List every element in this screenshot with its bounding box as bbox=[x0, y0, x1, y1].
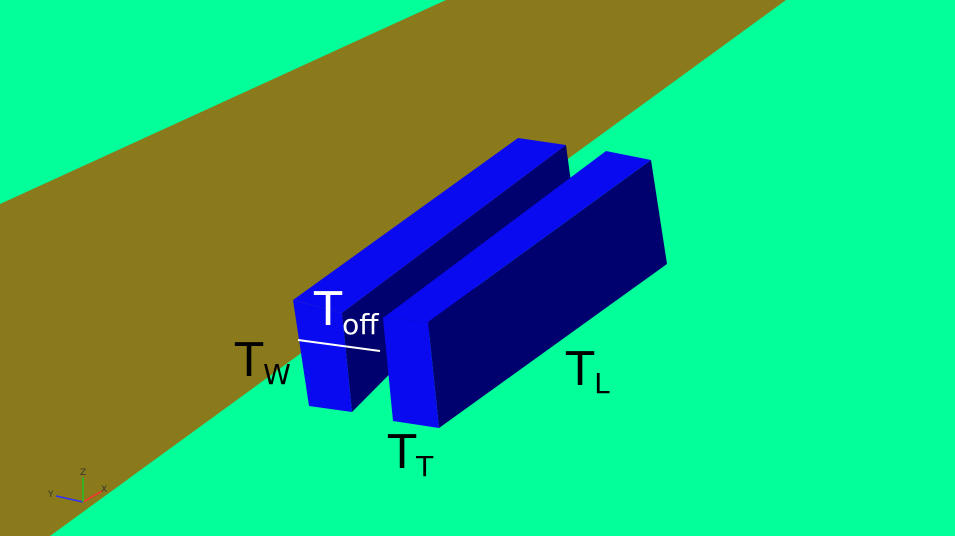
z-axis-label: Z bbox=[80, 468, 86, 478]
length-label: TL bbox=[565, 342, 610, 400]
axis-triad: X Y Z bbox=[47, 468, 107, 503]
y-axis-line bbox=[55, 495, 84, 503]
length-label-main: T bbox=[565, 342, 595, 396]
left-block-top-face bbox=[293, 138, 566, 313]
left-block-front-face bbox=[293, 300, 352, 412]
thickness-label: TT bbox=[387, 425, 434, 483]
width-label-sub: W bbox=[263, 358, 291, 391]
thickness-label-sub: T bbox=[415, 450, 434, 483]
right-block bbox=[383, 151, 667, 428]
width-label: TW bbox=[234, 333, 291, 391]
right-block-right-face bbox=[428, 160, 667, 428]
offset-label: Toff bbox=[313, 282, 379, 341]
offset-label-sub: off bbox=[342, 308, 379, 341]
y-axis-label: Y bbox=[47, 490, 54, 500]
offset-dimension-line bbox=[297, 339, 381, 352]
thickness-label-main: T bbox=[387, 425, 417, 479]
right-block-top-face bbox=[383, 151, 651, 322]
x-axis-label: X bbox=[101, 485, 107, 495]
length-label-sub: L bbox=[594, 367, 610, 400]
right-block-front-face bbox=[383, 318, 439, 428]
offset-label-main: T bbox=[313, 282, 343, 336]
width-label-main: T bbox=[234, 333, 264, 387]
x-axis-line bbox=[82, 490, 103, 503]
